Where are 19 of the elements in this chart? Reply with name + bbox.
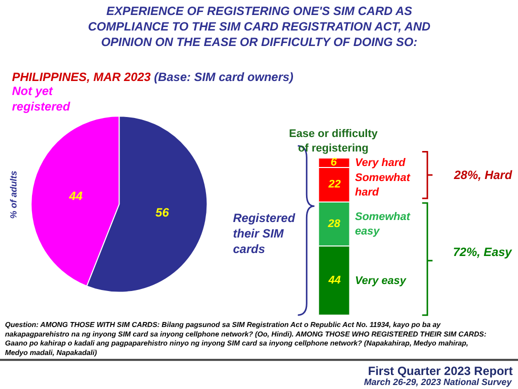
data-label: 22 bbox=[327, 178, 341, 191]
data-label: 28 bbox=[327, 218, 342, 230]
text: March 26-29, 2023 National Survey bbox=[364, 377, 513, 387]
data-label: 44 bbox=[68, 188, 83, 203]
data-label: 44 bbox=[327, 274, 341, 287]
text: 28%, Hard bbox=[453, 168, 513, 182]
slice-label: Not yet registered bbox=[12, 84, 71, 114]
data-label: 56 bbox=[156, 205, 170, 220]
series-label: Somewhat easy bbox=[355, 211, 412, 238]
series-label: Very easy bbox=[355, 275, 407, 287]
text: 72%, Easy bbox=[453, 245, 514, 259]
series-label: Very hard bbox=[355, 157, 406, 169]
chart-subtitle: PHILIPPINES, MAR 2023 (Base: SIM card owners) bbox=[12, 70, 294, 84]
series-label: Somewhat hard bbox=[355, 172, 412, 198]
chart-title: EXPERIENCE OF REGISTERING ONE'S SIM CARD AS COMPLIANCE TO THE SIM CARD REGISTRATION ACT, AND OPINION ON THE EASE OR DIFFICULTY OF DOING SO: bbox=[88, 4, 431, 50]
text: First Quarter 2023 Report bbox=[368, 364, 513, 378]
text: % of adults bbox=[8, 170, 19, 219]
slice-label: Registered their SIM cards bbox=[233, 211, 296, 256]
data-label: 6 bbox=[330, 156, 338, 169]
